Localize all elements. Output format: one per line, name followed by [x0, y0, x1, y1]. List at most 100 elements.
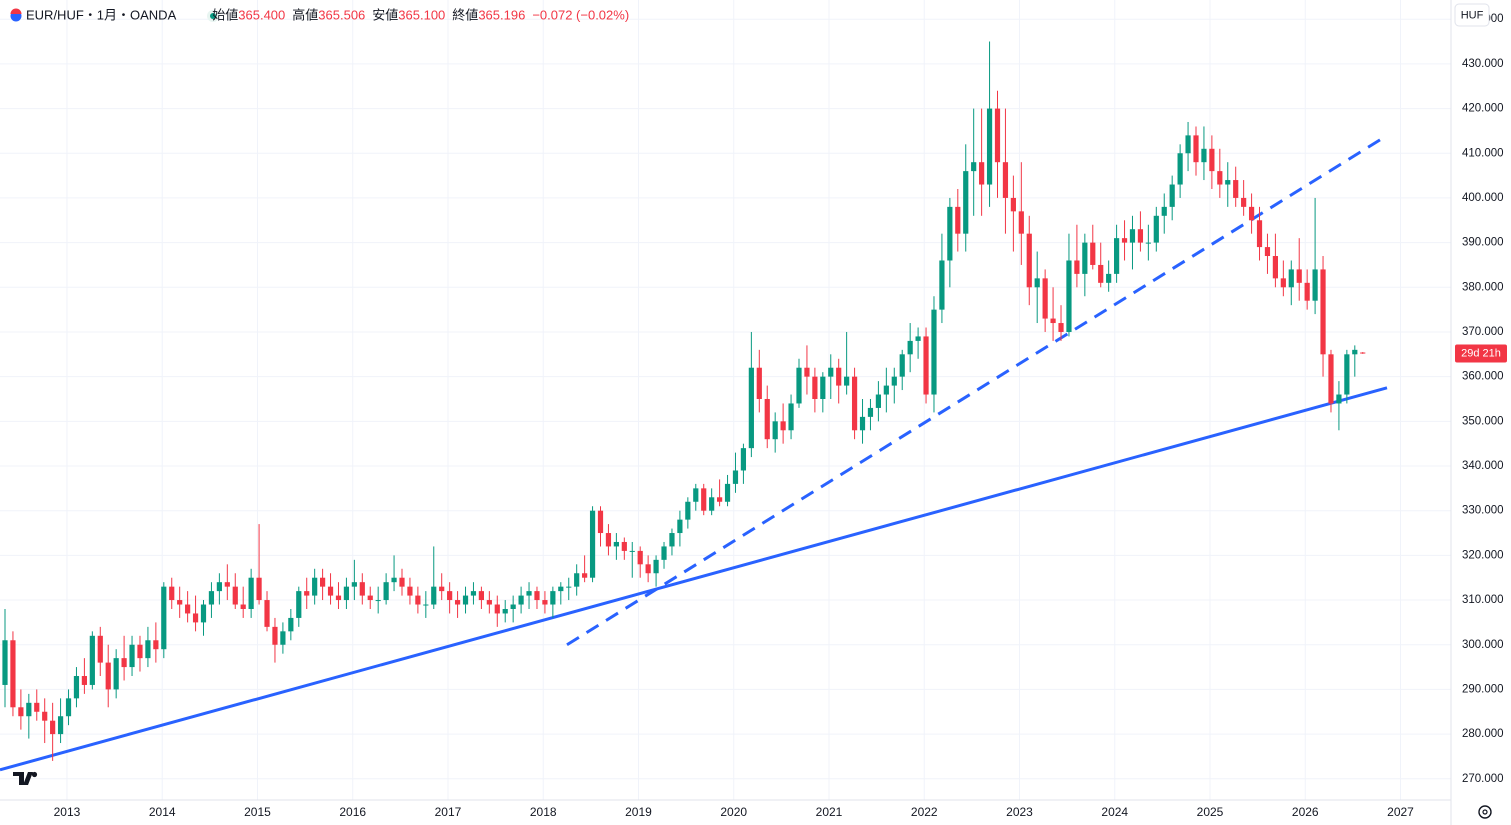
candle-body [216, 582, 222, 592]
candle [923, 327, 929, 404]
candle [1288, 260, 1294, 306]
currency-box[interactable] [1454, 3, 1490, 27]
candle [1137, 211, 1144, 252]
candle [851, 367, 858, 440]
candle-body [81, 676, 87, 685]
candle-body [1248, 206, 1255, 221]
candle-body [979, 162, 985, 185]
candle-body [1010, 197, 1016, 212]
candle-body [923, 336, 929, 395]
candle [1233, 166, 1239, 207]
candle [256, 524, 262, 605]
candle [494, 595, 500, 627]
trendline [0, 386, 1388, 772]
candle-body [542, 600, 548, 605]
candle-body [73, 676, 80, 699]
candle [518, 586, 524, 614]
candle-body [1018, 211, 1024, 234]
candle-body [875, 394, 881, 408]
candle [153, 622, 159, 663]
candle-body [1280, 278, 1286, 288]
candle-body [26, 702, 32, 717]
candle [1042, 269, 1048, 332]
y-tick-label: 310.000 [1462, 594, 1504, 606]
candle [1114, 224, 1120, 283]
candle-body [1169, 184, 1175, 207]
candle [1360, 352, 1366, 354]
candle [248, 568, 254, 618]
candle-body [597, 510, 604, 534]
candle-body [1320, 269, 1326, 355]
candle-body [153, 640, 159, 650]
candle-body [907, 340, 913, 355]
candle-body [1217, 171, 1223, 185]
candle [121, 635, 127, 681]
candle-body [1360, 352, 1366, 354]
candle-body [820, 376, 826, 399]
candle-body [208, 591, 215, 605]
candle-body [1002, 162, 1009, 198]
y-tick-label: 330.000 [1462, 505, 1504, 517]
candle-body [407, 586, 413, 596]
candle-body [1026, 233, 1032, 288]
settings-icon-center[interactable] [1482, 809, 1488, 815]
candle-body [10, 640, 16, 708]
candle [1256, 206, 1263, 261]
candle [335, 582, 342, 609]
candle [701, 483, 707, 516]
x-tick-label: 2020 [720, 805, 747, 819]
candle [1058, 305, 1064, 341]
currency-button[interactable]: HUF [1454, 3, 1490, 27]
candle [955, 188, 961, 252]
candle [1201, 126, 1207, 181]
candle-body [812, 376, 818, 399]
y-tick-label: 290.000 [1462, 683, 1504, 695]
candle-body [137, 644, 143, 659]
y-tick-label: 340.000 [1462, 460, 1504, 472]
candle-body [931, 309, 937, 395]
candle-body [169, 586, 175, 601]
symbol-title: EUR/HUF・1月・OANDA [26, 7, 177, 22]
candle-body [1066, 260, 1072, 332]
countdown-label: 29d 21h [1461, 347, 1501, 359]
candle-body [423, 604, 429, 606]
candle-body [939, 260, 945, 310]
candle [717, 479, 723, 507]
candle [312, 568, 318, 605]
settings-button[interactable] [1478, 805, 1492, 819]
x-tick-label: 2016 [339, 805, 366, 819]
candle [732, 452, 739, 493]
currency-label[interactable]: HUF [1461, 9, 1484, 21]
candle [161, 582, 167, 659]
candle-body [566, 586, 572, 588]
candle [645, 555, 651, 583]
y-tick-label: 350.000 [1462, 415, 1504, 427]
candle-body [796, 367, 802, 404]
candle [859, 398, 866, 444]
candle [304, 577, 310, 609]
settings-icon[interactable] [1478, 805, 1492, 819]
candle-body [462, 595, 469, 605]
candle [891, 367, 897, 404]
candle-body [693, 488, 699, 502]
candle-body [1225, 180, 1231, 185]
candle-body [383, 582, 389, 601]
candle-body [574, 573, 580, 587]
candle-body [1042, 278, 1048, 319]
candle-body [1185, 135, 1191, 154]
candle-body [320, 577, 326, 587]
candle-body [177, 600, 183, 605]
candle [875, 381, 881, 422]
candle [994, 90, 1001, 198]
candle-body [828, 367, 834, 377]
candle-body [145, 640, 151, 659]
candle [836, 358, 842, 404]
candle [558, 582, 564, 605]
trendlines [0, 138, 1388, 772]
ohlc-value: 365.400 [238, 7, 285, 22]
candle [883, 367, 889, 413]
candle-body [1193, 135, 1199, 163]
candle [1129, 215, 1136, 270]
candle-body [185, 604, 191, 614]
